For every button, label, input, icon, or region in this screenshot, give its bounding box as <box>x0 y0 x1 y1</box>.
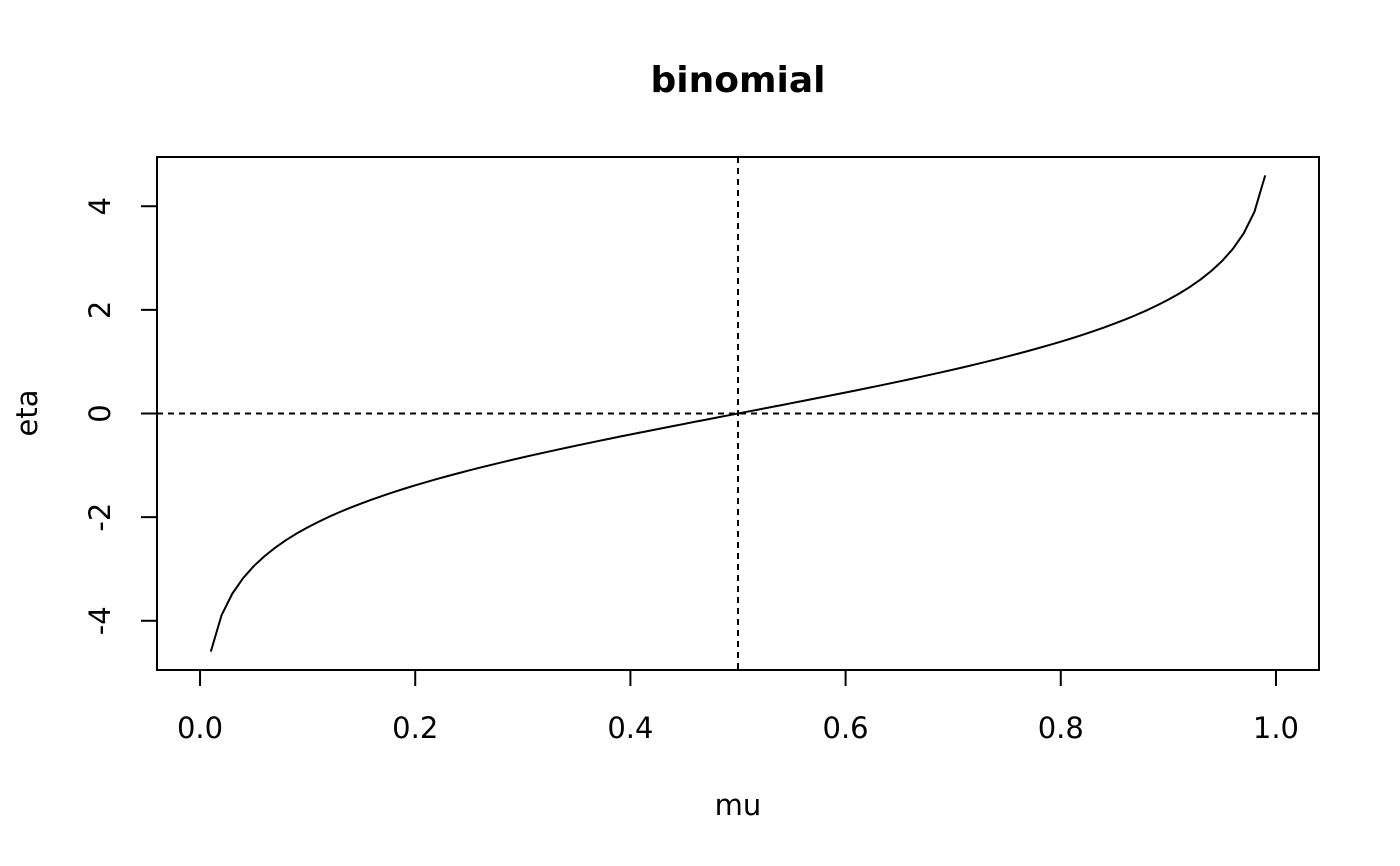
series-group <box>209 175 1267 652</box>
x-tick-label: 0.6 <box>823 711 869 745</box>
x-tick-label: 0.4 <box>607 711 653 745</box>
chart-title: binomial <box>651 60 826 101</box>
x-tick-label: 0.2 <box>392 711 438 745</box>
logit-curve-line <box>209 175 1267 652</box>
x-tick-label: 0.8 <box>1038 711 1084 745</box>
x-tick-label: 0.0 <box>177 711 223 745</box>
y-axis: -4 -2 0 2 4 <box>83 197 158 635</box>
y-tick-label: 0 <box>83 404 117 422</box>
x-tick-label: 1.0 <box>1253 711 1299 745</box>
x-axis-label: mu <box>715 788 762 822</box>
y-axis-label: eta <box>10 390 44 437</box>
x-axis: 0.0 0.2 0.4 0.6 0.8 1.0 <box>177 669 1299 745</box>
y-tick-label: 2 <box>83 301 117 319</box>
y-tick-label: -4 <box>83 606 117 635</box>
y-tick-label: -2 <box>83 503 117 532</box>
y-tick-label: 4 <box>83 197 117 215</box>
